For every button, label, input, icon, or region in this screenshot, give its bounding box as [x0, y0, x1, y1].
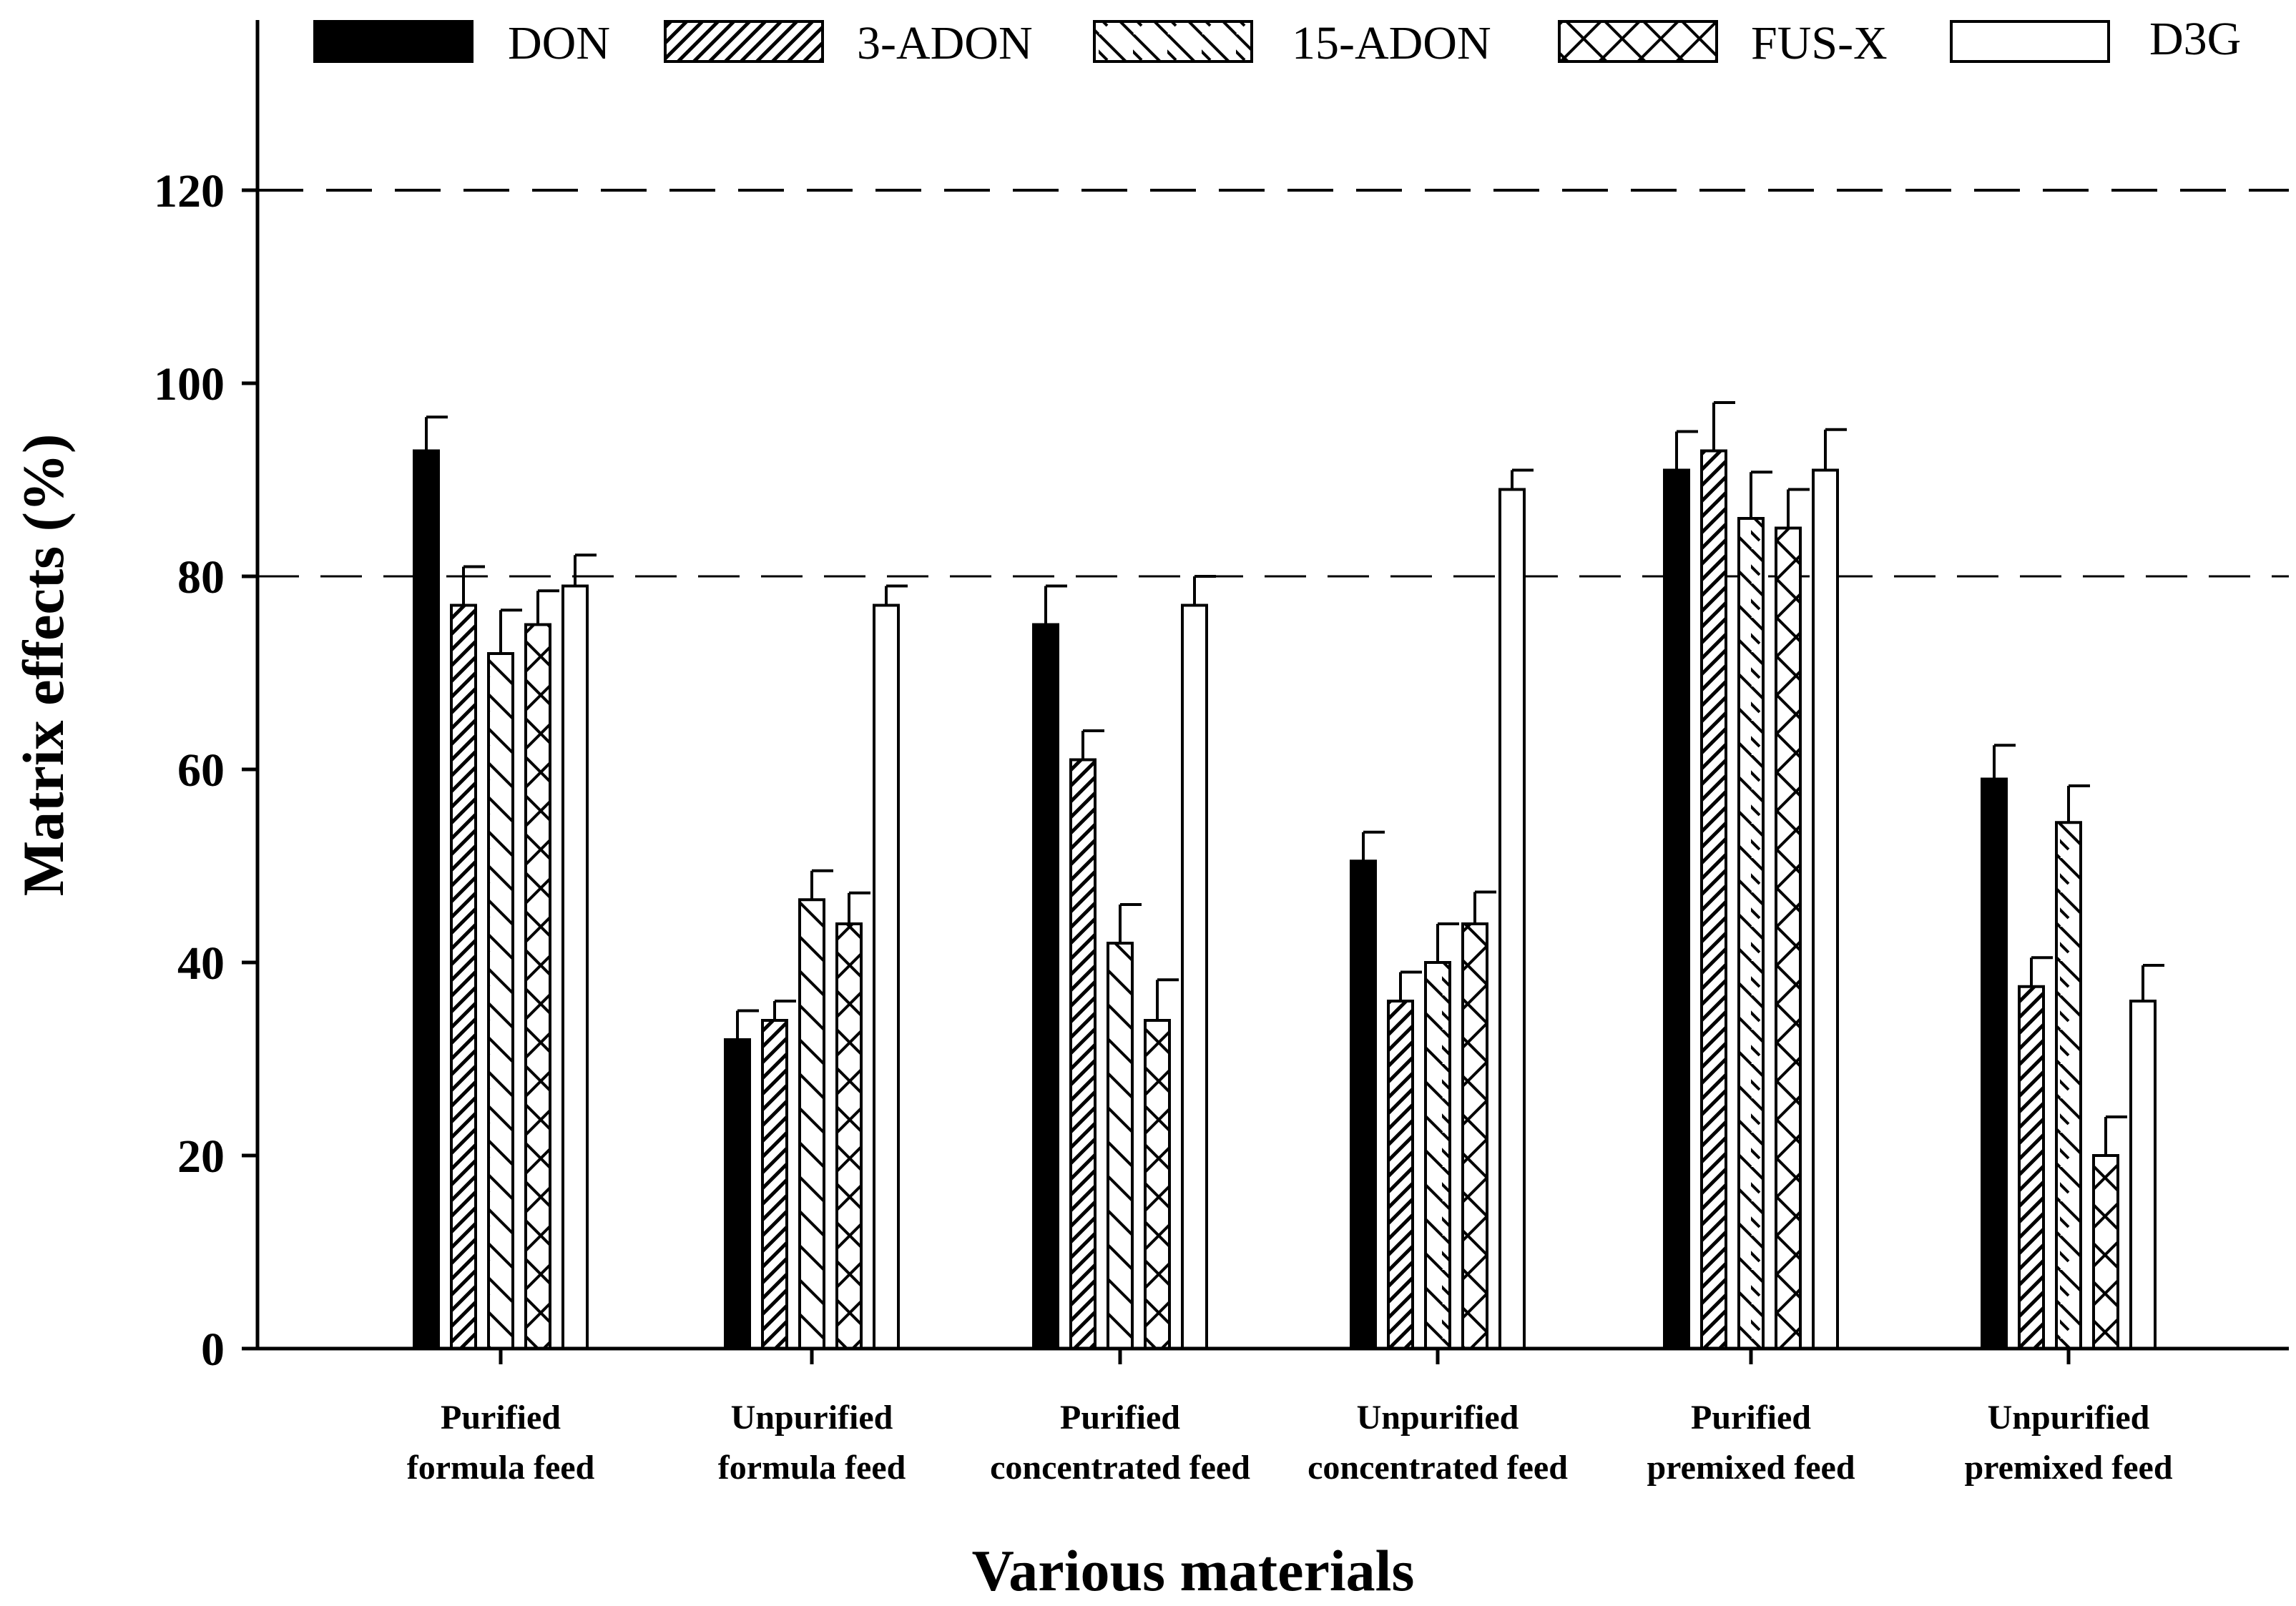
bar-3-adon-0 [450, 604, 477, 1350]
legend-label-3-adon: 3-ADON [857, 17, 1033, 69]
bar-d3g-4 [1812, 468, 1839, 1350]
bar-15-adon-2 [1107, 942, 1134, 1350]
legend-label-d3g: D3G [2149, 13, 2241, 65]
bar-don-5 [1981, 777, 2008, 1350]
bar-don-2 [1032, 623, 1059, 1350]
bar-15-adon-0 [487, 652, 514, 1350]
y-tick-label: 100 [154, 358, 225, 410]
category-label: Unpurified formula feed [718, 1399, 906, 1487]
bar-3-adon-1 [761, 1019, 788, 1350]
category-label: Purified formula feed [407, 1399, 595, 1487]
x-axis-title: Various materials [972, 1538, 1415, 1603]
bar-d3g-2 [1181, 604, 1208, 1350]
bars-group [413, 401, 2164, 1350]
x-ticks: Purified formula feed Unpurified formula fe… [407, 1349, 2173, 1487]
reference-lines [257, 189, 2289, 578]
bar-15-adon-4 [1737, 517, 1765, 1350]
category-label: Unpurified premixed feed [1964, 1399, 2172, 1487]
bar-don-0 [413, 449, 440, 1350]
bar-don-4 [1663, 468, 1690, 1350]
category-label: Purified premixed feed [1647, 1399, 1855, 1487]
bar-d3g-0 [561, 584, 589, 1350]
bar-fus-x-2 [1144, 1019, 1171, 1350]
bar-15-adon-3 [1424, 961, 1451, 1350]
legend-swatch-don [313, 20, 474, 63]
bar-fus-x-4 [1775, 526, 1802, 1350]
bar-fus-x-5 [2092, 1154, 2119, 1350]
category-label: Purified concentrated feed [990, 1399, 1250, 1487]
legend-label-don: DON [508, 17, 610, 69]
legend-swatch-d3g [1950, 20, 2110, 63]
bar-3-adon-3 [1387, 1000, 1414, 1350]
y-tick-label: 120 [154, 165, 225, 217]
legend-swatch-3-adon [664, 20, 824, 63]
bar-15-adon-1 [798, 898, 825, 1350]
bar-15-adon-5 [2055, 821, 2082, 1350]
y-tick-label: 0 [201, 1324, 225, 1376]
bar-3-adon-2 [1069, 758, 1097, 1350]
legend: DON 3-ADON 15-ADON FUS-X D3G [313, 13, 2241, 69]
y-tick-label: 40 [177, 937, 225, 990]
bar-don-1 [724, 1038, 751, 1350]
axes [255, 20, 2289, 1351]
y-ticks: 0 20 40 60 80 100 120 [154, 165, 257, 1376]
bar-d3g-3 [1498, 488, 1526, 1350]
bar-don-3 [1350, 859, 1377, 1350]
y-tick-label: 20 [177, 1130, 225, 1183]
legend-swatch-fus-x [1558, 20, 1718, 63]
bar-fus-x-0 [524, 623, 551, 1350]
bar-3-adon-4 [1700, 449, 1727, 1350]
legend-label-15-adon: 15-ADON [1292, 17, 1491, 69]
category-label: Unpurified concentrated feed [1308, 1399, 1568, 1487]
bar-fus-x-3 [1461, 922, 1488, 1350]
legend-label-fus-x: FUS-X [1751, 17, 1888, 69]
y-axis-title: Matrix effects (%) [11, 434, 76, 897]
bar-d3g-5 [2129, 1000, 2157, 1350]
bar-fus-x-1 [835, 922, 863, 1350]
y-tick-label: 80 [177, 551, 225, 604]
legend-swatch-15-adon [1093, 20, 1253, 63]
bar-d3g-1 [873, 604, 900, 1350]
y-tick-label: 60 [177, 744, 225, 797]
bar-3-adon-5 [2018, 985, 2045, 1350]
